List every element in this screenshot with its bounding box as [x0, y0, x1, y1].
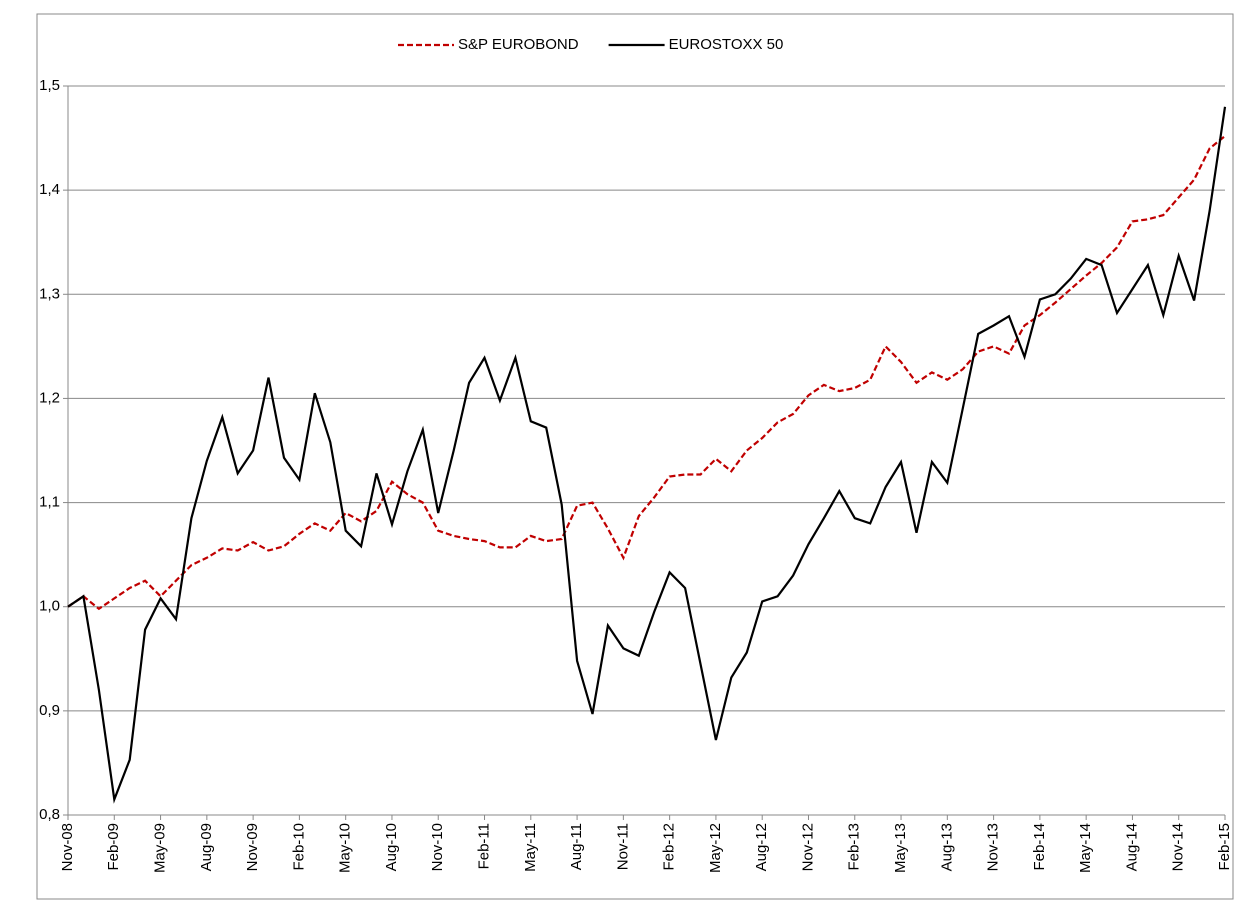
series-line: [67, 135, 1226, 611]
x-tick-label: Feb-10: [290, 823, 307, 871]
x-tick-label: May-13: [892, 823, 909, 873]
x-tick-label: Nov-10: [429, 823, 446, 871]
x-tick-label: Feb-15: [1216, 823, 1233, 871]
x-tick-label: Nov-13: [985, 823, 1002, 871]
x-tick-label: Aug-09: [198, 823, 215, 871]
x-tick-label: Feb-14: [1031, 823, 1048, 871]
x-tick-label: Feb-09: [105, 823, 122, 871]
y-tick-label: 1,1: [39, 494, 60, 511]
x-tick-label: May-11: [522, 823, 539, 872]
series-line: [67, 106, 1227, 804]
x-tick-label: May-10: [337, 823, 354, 873]
chart-frame: [36, 13, 1234, 900]
x-tick-label: May-14: [1077, 823, 1094, 873]
x-tick-label: Nov-08: [59, 823, 76, 871]
x-tick-label: Nov-11: [614, 823, 631, 870]
legend-label: S&P EUROBOND: [458, 36, 579, 53]
x-tick-label: Nov-14: [1170, 823, 1187, 871]
y-tick-label: 1,4: [39, 181, 60, 198]
x-tick-label: Aug-10: [383, 823, 400, 871]
x-tick-label: Nov-12: [799, 823, 816, 871]
y-tick-label: 1,2: [39, 389, 60, 406]
y-tick-label: 0,9: [39, 702, 60, 719]
x-tick-label: Feb-13: [846, 823, 863, 871]
x-tick-label: Feb-12: [661, 823, 678, 871]
x-tick-label: Aug-12: [753, 823, 770, 871]
x-tick-label: Feb-11: [475, 823, 492, 869]
x-tick-label: Aug-11: [568, 823, 585, 870]
y-tick-label: 0,8: [39, 806, 60, 823]
x-tick-label: Aug-13: [938, 823, 955, 871]
y-tick-label: 1,5: [39, 77, 60, 94]
x-tick-label: May-09: [152, 823, 169, 873]
x-tick-label: Aug-14: [1123, 823, 1140, 871]
x-tick-label: May-12: [707, 823, 724, 873]
y-tick-label: 1,3: [39, 285, 60, 302]
y-tick-label: 1,0: [39, 598, 60, 615]
legend-label: EUROSTOXX 50: [669, 36, 784, 53]
x-tick-label: Nov-09: [244, 823, 261, 871]
